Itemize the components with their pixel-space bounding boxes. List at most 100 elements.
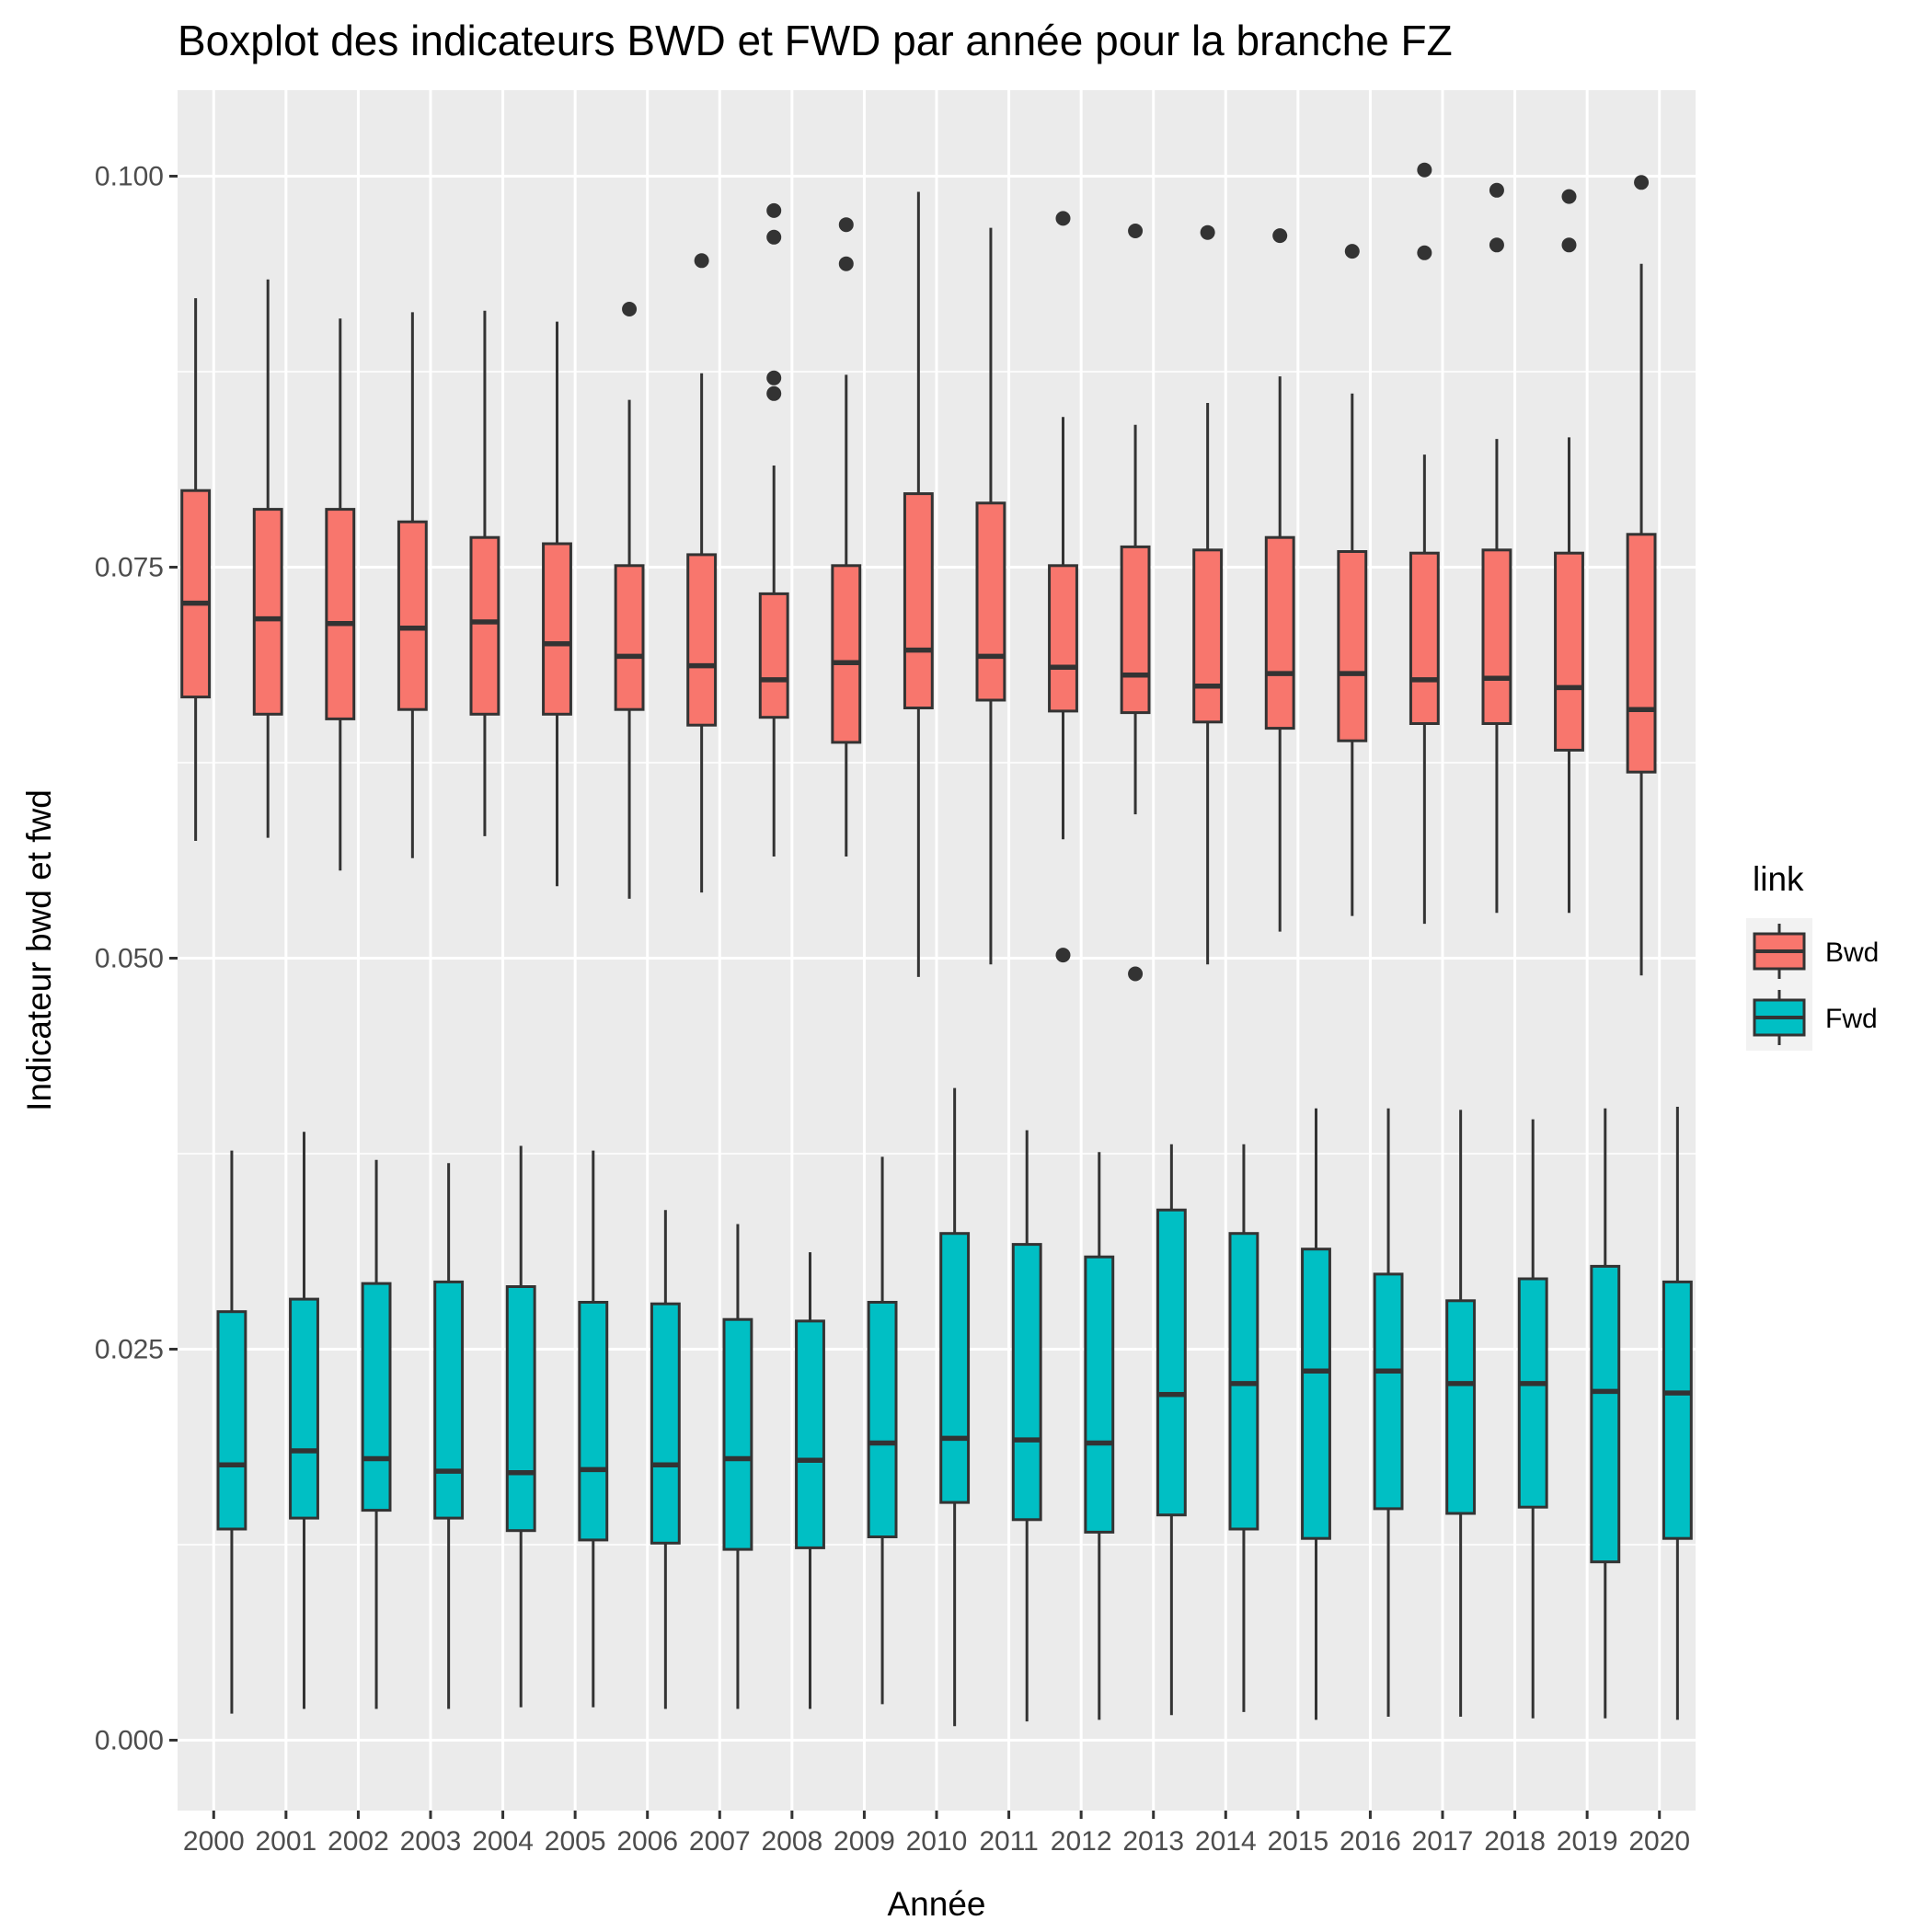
- outlier-point: [766, 229, 782, 245]
- boxplot-bwd-2011: [975, 227, 1006, 965]
- boxplot-bwd-2000: [180, 298, 212, 841]
- outlier-point: [622, 302, 638, 316]
- boxplot-fwd-2007: [722, 1224, 753, 1709]
- x-tick-label: 2019: [1557, 1826, 1618, 1857]
- boxplot-bwd-2008: [758, 202, 789, 857]
- boxplot-bwd-2002: [325, 318, 356, 871]
- boxplot-fwd-2015: [1301, 1108, 1331, 1720]
- boxplot-bwd-2020: [1626, 175, 1657, 976]
- y-axis-ticks: 0.000 0.025 0.050 0.075 0.100: [95, 162, 178, 1756]
- boxplot-bwd-2012: [1048, 211, 1078, 963]
- box-iqr: [542, 542, 572, 716]
- outlier-point: [1561, 189, 1577, 204]
- x-tick-label: 2013: [1122, 1826, 1184, 1857]
- box-iqr: [361, 1282, 392, 1512]
- box-iqr: [289, 1297, 319, 1520]
- boxplot-bwd-2003: [397, 312, 428, 858]
- box-iqr: [795, 1319, 825, 1549]
- legend-item-fwd: Fwd: [1746, 984, 1878, 1051]
- outlier-point: [1055, 948, 1071, 963]
- boxplot-bwd-2018: [1481, 182, 1512, 914]
- boxplot-bwd-2004: [469, 310, 500, 836]
- box-iqr: [722, 1317, 753, 1551]
- box-iqr: [867, 1301, 898, 1538]
- boxplot-fwd-2020: [1662, 1107, 1693, 1720]
- legend-title: link: [1753, 860, 1804, 898]
- x-tick-label: 2014: [1195, 1826, 1257, 1857]
- box-iqr: [831, 564, 862, 744]
- box-iqr: [1192, 548, 1224, 724]
- x-tick-label: 2011: [979, 1826, 1039, 1857]
- box-iqr: [180, 489, 212, 699]
- boxplot-bwd-2017: [1409, 162, 1440, 925]
- y-tick-label: 0.050: [95, 944, 164, 974]
- boxplot-fwd-2001: [289, 1132, 319, 1709]
- boxplot-bwd-2015: [1264, 228, 1295, 932]
- boxplot-fwd-2000: [216, 1150, 247, 1714]
- legend-item-bwd: Bwd: [1746, 918, 1879, 984]
- y-tick-label: 0.025: [95, 1335, 164, 1365]
- boxplot-fwd-2006: [650, 1210, 681, 1709]
- box-iqr: [1048, 564, 1078, 713]
- boxplot-bwd-2005: [542, 321, 572, 887]
- box-iqr: [433, 1280, 465, 1520]
- box-iqr: [614, 564, 645, 711]
- x-tick-label: 2005: [545, 1826, 606, 1857]
- box-iqr: [397, 520, 428, 711]
- outlier-point: [1417, 162, 1432, 178]
- boxplot-fwd-2013: [1156, 1144, 1187, 1716]
- boxplot-fwd-2012: [1084, 1152, 1115, 1720]
- box-iqr: [1590, 1264, 1621, 1564]
- box-iqr: [216, 1310, 247, 1531]
- x-tick-label: 2010: [906, 1826, 968, 1857]
- boxplot-bwd-2007: [686, 253, 718, 893]
- y-tick-label: 0.075: [95, 553, 164, 583]
- box-iqr: [1011, 1243, 1042, 1522]
- legend-items: Bwd Fwd: [1746, 918, 1879, 1051]
- outlier-point: [766, 370, 782, 385]
- boxplot-bwd-2016: [1337, 244, 1368, 916]
- x-axis-ticks: 2000 2001 2002 2003 2004 2005 2006 2007 2008 2009…: [183, 1811, 1690, 1857]
- box-iqr: [975, 501, 1006, 702]
- boxplot-bwd-2019: [1554, 189, 1584, 914]
- box-iqr: [1156, 1208, 1187, 1517]
- box-iqr: [1337, 550, 1368, 742]
- legend-label: Fwd: [1825, 1004, 1878, 1034]
- x-tick-label: 2003: [400, 1826, 462, 1857]
- boxplot-fwd-2003: [433, 1163, 465, 1709]
- boxplot-bwd-2001: [252, 279, 283, 838]
- x-tick-label: 2015: [1267, 1826, 1328, 1857]
- y-axis-title: Indicateur bwd et fwd: [20, 789, 58, 1111]
- outlier-point: [1489, 182, 1504, 198]
- outlier-point: [1128, 224, 1144, 238]
- outlier-point: [766, 385, 782, 401]
- box-iqr: [686, 553, 718, 727]
- x-tick-label: 2008: [761, 1826, 822, 1857]
- grid-lines: [178, 90, 1696, 1811]
- x-tick-label: 2016: [1340, 1826, 1401, 1857]
- x-tick-label: 2020: [1628, 1826, 1690, 1857]
- box-iqr: [1481, 548, 1512, 725]
- outlier-point: [694, 253, 709, 269]
- x-tick-label: 2007: [689, 1826, 751, 1857]
- x-tick-label: 2018: [1484, 1826, 1546, 1857]
- boxplot-fwd-2017: [1445, 1110, 1477, 1717]
- x-tick-label: 2006: [616, 1826, 678, 1857]
- legend: link Bwd Fwd: [1746, 860, 1879, 1051]
- outlier-point: [1417, 245, 1432, 260]
- box-iqr: [1554, 551, 1584, 752]
- box-iqr: [1662, 1280, 1693, 1540]
- y-tick-label: 0.100: [95, 162, 164, 192]
- box-iqr: [939, 1232, 971, 1504]
- boxplot-bwd-2010: [903, 191, 934, 977]
- x-tick-label: 2009: [834, 1826, 895, 1857]
- outlier-point: [1561, 237, 1577, 253]
- box-iqr: [578, 1301, 609, 1542]
- box-iqr: [1626, 533, 1657, 774]
- x-tick-label: 2017: [1412, 1826, 1474, 1857]
- boxplot-fwd-2010: [939, 1087, 971, 1727]
- boxplot-fwd-2019: [1590, 1108, 1621, 1719]
- x-tick-label: 2004: [472, 1826, 534, 1857]
- boxplot-fwd-2002: [361, 1159, 392, 1709]
